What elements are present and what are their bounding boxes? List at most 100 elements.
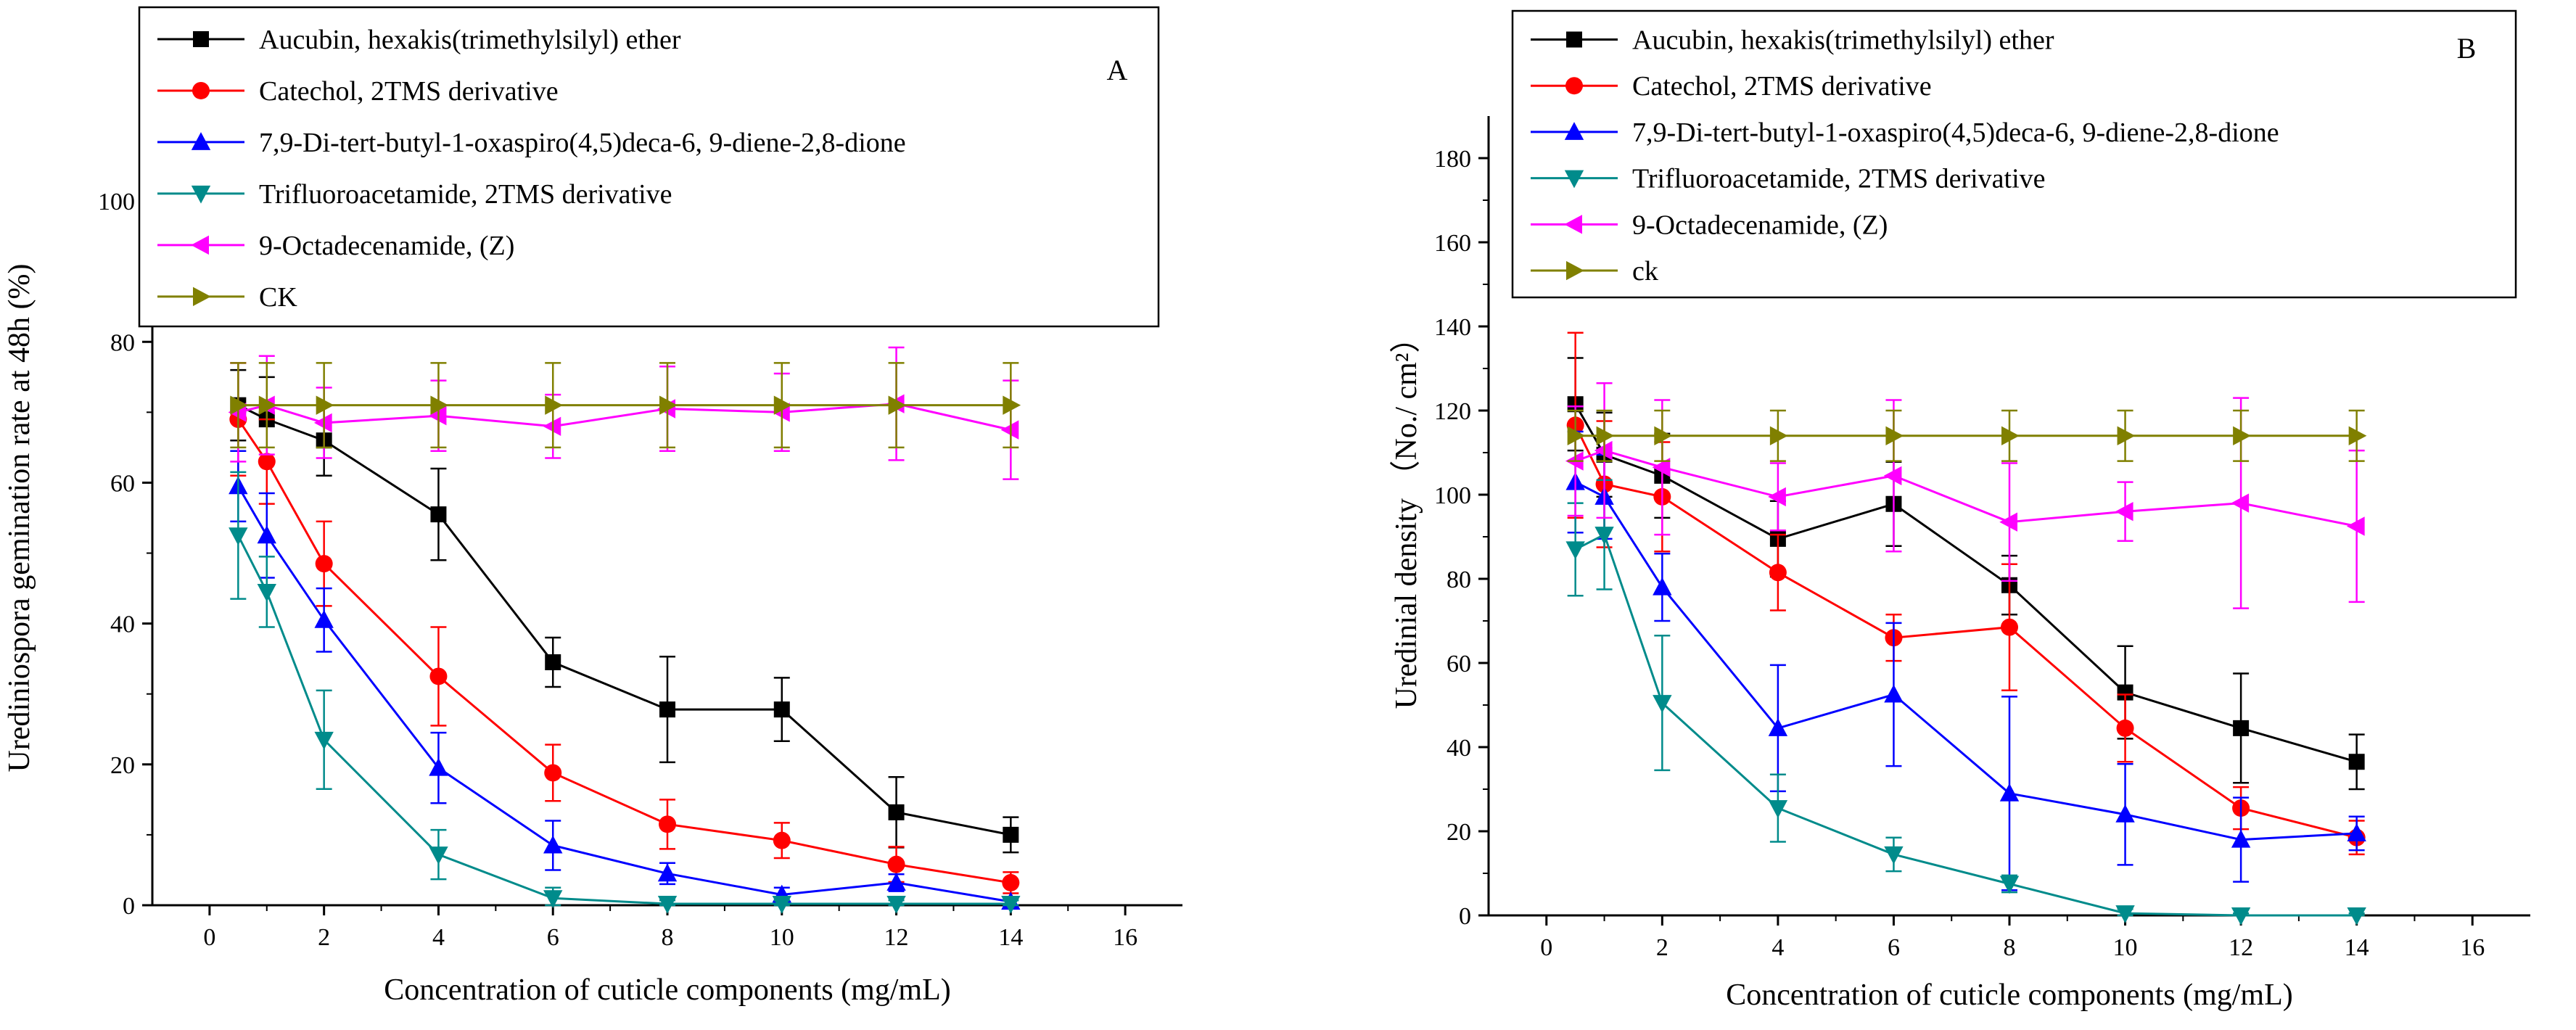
series-3 [229, 471, 1021, 914]
data-point [1885, 426, 1904, 445]
data-point [2115, 905, 2135, 923]
data-point [888, 395, 907, 415]
data-point [543, 416, 561, 436]
data-point [2117, 684, 2133, 701]
data-point [1999, 876, 2020, 894]
data-point [773, 701, 790, 718]
legend-marker [1566, 31, 1582, 48]
y-tick-label: 60 [1447, 651, 1471, 677]
series-line [1574, 424, 2358, 839]
legend-marker [191, 185, 211, 204]
data-point [545, 654, 561, 671]
legend-entry: 7,9-Di-tert-butyl-1-oxaspiro(4,5)deca-6,… [259, 128, 906, 158]
y-tick-label: 40 [1447, 735, 1471, 762]
data-point [258, 395, 277, 415]
y-tick-label: 0 [1459, 903, 1471, 930]
data-point [772, 896, 791, 914]
data-point [1768, 800, 1788, 818]
series-line [1574, 481, 2357, 841]
data-point [429, 667, 448, 685]
data-point [430, 395, 449, 415]
y-tick-label: 80 [110, 329, 135, 356]
x-tick-label: 10 [770, 924, 794, 951]
y-tick-label: 80 [1447, 566, 1471, 593]
x-tick-label: 14 [998, 924, 1023, 951]
data-point [888, 804, 905, 820]
series-5 [230, 362, 1021, 449]
data-point [2231, 829, 2251, 848]
legend-box [1511, 9, 2517, 299]
data-point [429, 757, 448, 776]
data-point [1768, 487, 1786, 507]
y-tick-label: 100 [1434, 482, 1471, 509]
data-point [543, 890, 563, 909]
data-point [1884, 684, 1904, 703]
series-5 [1567, 409, 2367, 462]
x-tick-label: 12 [2229, 934, 2253, 961]
data-point [430, 506, 447, 523]
series-line [236, 535, 1011, 905]
y-axis-title: Uredinial density （No./ cm²） [1390, 323, 1423, 709]
data-point [2001, 618, 2018, 636]
data-point [1002, 873, 1020, 891]
data-point [1769, 564, 1787, 582]
x-tick-label: 4 [432, 924, 445, 951]
legend-entry: 9-Octadecenamide, (Z) [259, 231, 514, 261]
data-point [2115, 502, 2133, 522]
data-point [1567, 426, 1586, 445]
panel-label: B [2457, 32, 2477, 65]
y-tick-label: 180 [1434, 146, 1471, 173]
data-point [313, 413, 332, 433]
data-point [316, 395, 334, 415]
data-point [1999, 783, 2020, 802]
data-point [1594, 440, 1613, 461]
y-tick-label: 0 [123, 893, 135, 920]
data-point [1003, 826, 1019, 843]
data-point [230, 395, 249, 415]
legend-entry: 9-Octadecenamide, (Z) [1632, 210, 1888, 240]
data-point [1652, 458, 1671, 477]
x-tick-label: 14 [2345, 934, 2369, 961]
data-point [2115, 804, 2135, 823]
series-3 [1565, 479, 2366, 926]
data-point [2117, 426, 2136, 445]
legend-entry: Trifluoroacetamide, 2TMS derivative [1632, 164, 2046, 194]
x-tick-label: 2 [318, 924, 330, 951]
data-point [257, 583, 276, 602]
series-2 [229, 450, 1021, 910]
legend-entry: Aucubin, hexakis(trimethylsilyl) ether [1632, 25, 2054, 56]
legend-entry: 7,9-Di-tert-butyl-1-oxaspiro(4,5)deca-6,… [1632, 118, 2279, 148]
series-0 [230, 368, 1019, 854]
data-point [2231, 493, 2250, 513]
data-point [1596, 426, 1615, 445]
data-point [1654, 426, 1673, 445]
y-axis-title: Urediniospora gemination rate at 48h (%) [3, 264, 36, 772]
legend-marker [191, 235, 209, 255]
data-point [887, 855, 905, 873]
data-point [2116, 719, 2134, 737]
x-axis-title: Concentration of cuticle components (mg/… [1726, 978, 2292, 1012]
data-point [229, 527, 248, 546]
data-point [2233, 426, 2251, 445]
x-tick-label: 2 [1656, 934, 1668, 961]
legend-marker [193, 31, 209, 47]
data-point [257, 525, 276, 544]
data-point [314, 731, 334, 750]
legend-marker [193, 287, 211, 307]
x-tick-label: 16 [2460, 934, 2485, 961]
y-tick-label: 20 [1447, 819, 1471, 846]
y-tick-label: 20 [110, 752, 135, 779]
legend-entry: Catechol, 2TMS derivative [259, 76, 559, 107]
y-tick-label: 60 [110, 470, 135, 497]
x-tick-label: 12 [884, 924, 909, 951]
y-tick-label: 140 [1434, 314, 1471, 341]
data-point [545, 395, 563, 415]
data-point [258, 453, 276, 471]
legend-entry: Catechol, 2TMS derivative [1632, 71, 1932, 102]
data-point [2233, 720, 2250, 736]
x-axis-title: Concentration of cuticle components (mg/… [384, 973, 950, 1007]
data-point [1000, 420, 1019, 440]
chart-panel-a: 0 2 4 6 8 10 12 14 16 0 20 40 60 80 100 Concentration o… [3, 6, 1182, 1007]
legend-marker [192, 81, 210, 99]
